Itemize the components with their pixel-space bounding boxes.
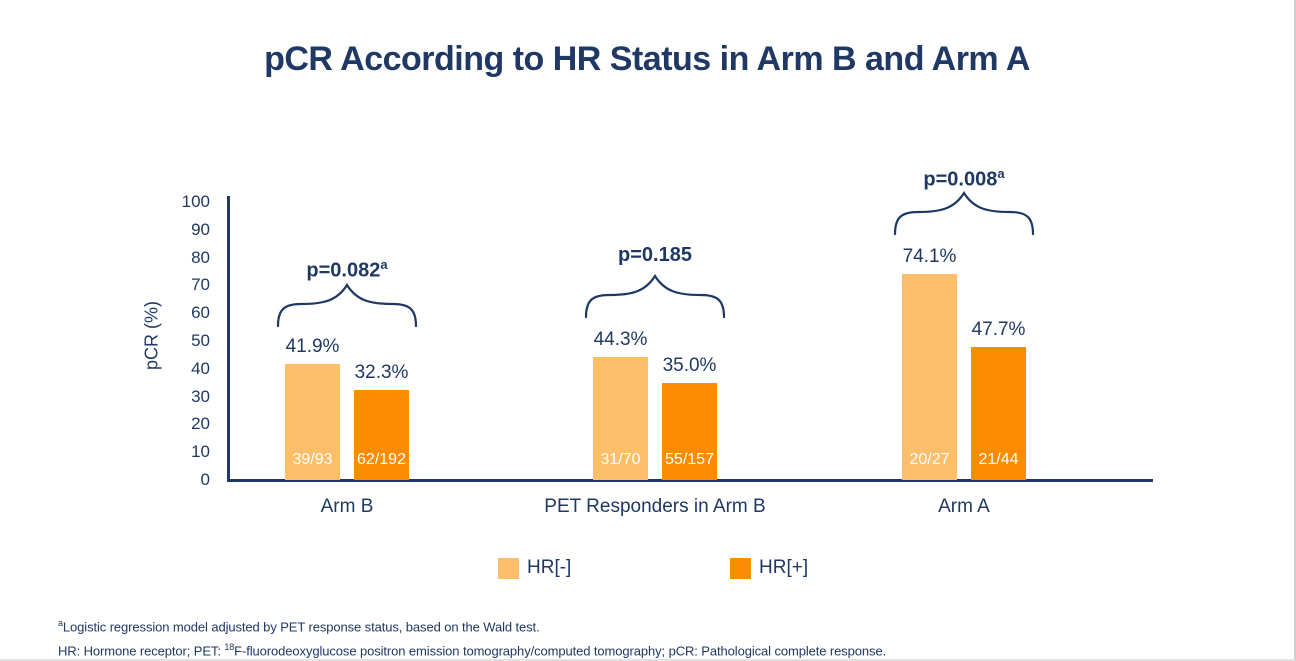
footnote-text: Logistic regression model adjusted by PE… (62, 619, 540, 635)
bar-count-label: 21/44 (978, 451, 1019, 468)
y-tick-label: 40 (191, 358, 210, 378)
bar-value-label: 35.0% (662, 354, 717, 376)
y-tick-label: 100 (181, 192, 210, 211)
bar-value-label: 47.7% (971, 319, 1026, 341)
y-tick-label: 60 (191, 303, 210, 323)
comparison-brace (276, 282, 418, 328)
y-tick-label: 70 (191, 275, 210, 295)
comparison-brace (584, 273, 726, 319)
category-label: Arm A (938, 496, 990, 517)
legend-label: HR[-] (527, 557, 572, 578)
y-tick-label: 10 (191, 442, 210, 462)
bar-value-label: 32.3% (354, 362, 409, 384)
p-value-label: p=0.008a (923, 166, 1005, 191)
footnote-abbreviations: HR: Hormone receptor; PET: 18F-fluorodeo… (58, 639, 886, 659)
footnote-wald-test: aLogistic regression model adjusted by P… (58, 615, 540, 635)
p-value-superscript: a (997, 166, 1005, 181)
y-tick-label: 20 (191, 414, 210, 434)
y-axis-line (227, 196, 230, 481)
chart-title: pCR According to HR Status in Arm B and … (264, 40, 1030, 78)
footnote-superscript-a: a (58, 618, 63, 628)
comparison-brace (893, 190, 1035, 236)
y-tick-label: 80 (191, 247, 210, 267)
bar-hr-negative (593, 356, 648, 480)
footnote-text-pre: HR: Hormone receptor; PET: (58, 643, 225, 659)
p-value-superscript: a (380, 257, 388, 272)
y-tick-label: 50 (191, 331, 210, 350)
bar-count-label: 31/70 (600, 451, 641, 468)
legend-label: HR[+] (759, 557, 809, 578)
bar-count-label: 39/93 (292, 451, 333, 468)
bar-value-label: 74.1% (902, 246, 957, 267)
bar-count-label: 20/27 (909, 451, 950, 468)
footnote-text-post: F-fluorodeoxyglucose positron emission t… (234, 643, 887, 659)
bar-hr-positive (354, 390, 409, 480)
bar-hr-positive (662, 382, 717, 480)
bar-count-label: 55/157 (665, 451, 714, 468)
bar-value-label: 41.9% (285, 335, 340, 357)
p-value-label: p=0.185 (618, 244, 692, 266)
category-label: Arm B (320, 496, 374, 517)
y-tick-label: 90 (191, 219, 210, 239)
legend-swatch-hr-negative (498, 558, 519, 579)
p-value-label: p=0.082a (306, 257, 388, 282)
bar-hr-negative (902, 274, 957, 480)
x-axis-line (227, 479, 1153, 482)
bar-hr-negative (285, 363, 340, 480)
y-tick-label: 0 (200, 470, 210, 489)
y-tick-label: 30 (191, 386, 210, 406)
footnote-superscript-18: 18 (224, 642, 235, 652)
bar-value-label: 44.3% (593, 328, 648, 350)
legend-swatch-hr-positive (730, 558, 751, 579)
bar-hr-positive (971, 347, 1026, 480)
bar-count-label: 62/192 (357, 451, 406, 468)
category-label: PET Responders in Arm B (544, 496, 766, 517)
